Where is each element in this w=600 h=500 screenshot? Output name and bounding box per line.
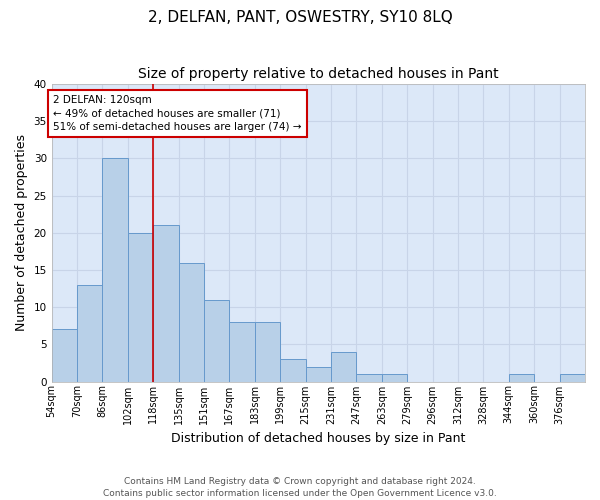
Text: 2, DELFAN, PANT, OSWESTRY, SY10 8LQ: 2, DELFAN, PANT, OSWESTRY, SY10 8LQ (148, 10, 452, 25)
Y-axis label: Number of detached properties: Number of detached properties (15, 134, 28, 332)
Bar (179, 262, 204, 382)
Text: 2 DELFAN: 120sqm
← 49% of detached houses are smaller (71)
51% of semi-detached : 2 DELFAN: 120sqm ← 49% of detached house… (53, 95, 301, 132)
Bar (331, 352, 356, 382)
Bar (103, 158, 128, 382)
Bar (382, 374, 407, 382)
X-axis label: Distribution of detached houses by size in Pant: Distribution of detached houses by size … (171, 432, 466, 445)
Bar (255, 322, 280, 382)
Bar (509, 374, 534, 382)
Bar (204, 300, 229, 382)
Text: Contains HM Land Registry data © Crown copyright and database right 2024.
Contai: Contains HM Land Registry data © Crown c… (103, 476, 497, 498)
Bar (52, 330, 77, 382)
Bar (560, 374, 585, 382)
Bar (77, 285, 103, 382)
Title: Size of property relative to detached houses in Pant: Size of property relative to detached ho… (138, 68, 499, 82)
Bar (356, 374, 382, 382)
Bar (280, 359, 305, 382)
Bar (128, 233, 153, 382)
Bar (153, 226, 179, 382)
Bar (305, 366, 331, 382)
Bar (229, 322, 255, 382)
